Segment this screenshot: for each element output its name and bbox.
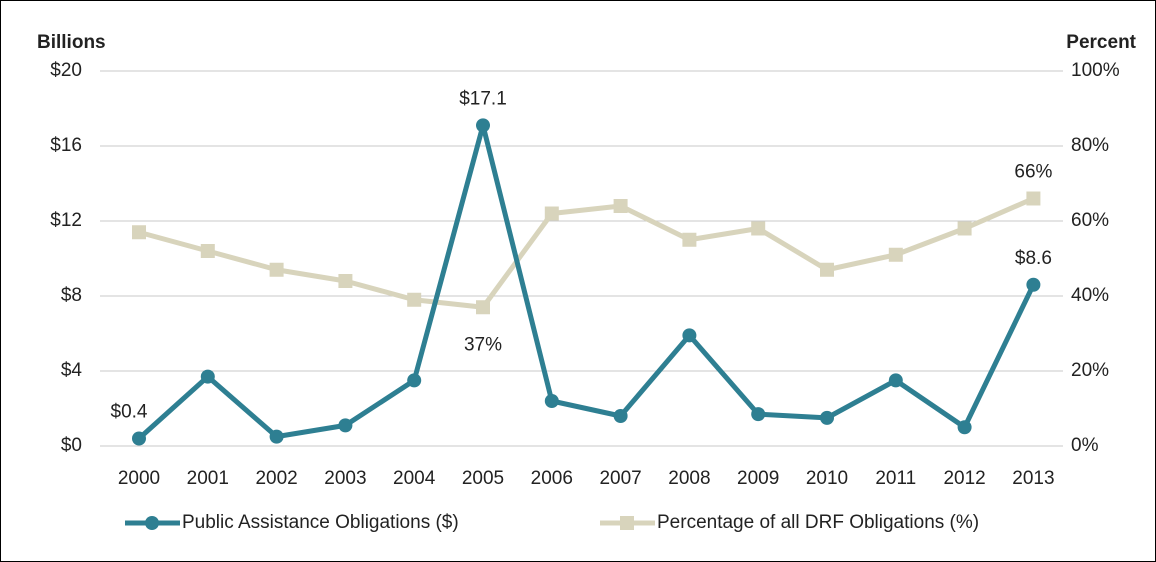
y-tick-label: $4 (61, 360, 83, 381)
point (338, 274, 353, 288)
x-tick-label: 2004 (393, 468, 436, 489)
point (1026, 191, 1041, 206)
y-tick-label: $12 (50, 210, 82, 231)
x-tick-label: 2011 (875, 468, 916, 489)
y-tick-label: $0 (61, 435, 82, 456)
point (200, 244, 215, 258)
point (476, 300, 490, 315)
data-label: 66% (1014, 162, 1052, 183)
y2-tick-label: 0% (1071, 435, 1099, 456)
x-tick-label: 2000 (118, 468, 160, 489)
point (132, 225, 146, 240)
point (1026, 277, 1041, 292)
legend-label: Percentage of all DRF Obligations (%) (657, 512, 979, 533)
point (682, 328, 697, 343)
legend-marker (145, 516, 159, 530)
y2-tick-label: 40% (1071, 285, 1109, 306)
series-line (138, 196, 1035, 310)
point (338, 418, 353, 433)
data-label: $17.1 (459, 88, 507, 109)
y-tick-label: $20 (50, 60, 82, 81)
point (407, 292, 422, 307)
legend-label: Public Assistance Obligations ($) (182, 512, 459, 533)
data-label: $0.4 (111, 402, 148, 423)
series-line (137, 122, 1036, 441)
point (820, 262, 834, 277)
point (200, 369, 215, 384)
data-label: 37% (464, 334, 502, 355)
legend-marker (620, 516, 634, 530)
x-tick-label: 2008 (668, 468, 710, 489)
y-tick-label: $16 (50, 135, 82, 156)
x-tick-label: 2012 (943, 468, 985, 489)
x-tick-label: 2002 (255, 468, 297, 489)
y2-tick-label: 80% (1071, 135, 1109, 156)
y2-tick-label: 20% (1071, 360, 1109, 381)
point (957, 420, 972, 435)
point (132, 431, 146, 446)
point (544, 394, 559, 408)
y2-axis-label: Percent (1066, 32, 1136, 53)
x-tick-label: 2013 (1012, 468, 1054, 489)
point (820, 410, 834, 425)
x-tick-label: 2001 (187, 468, 229, 489)
x-tick-label: 2007 (599, 468, 641, 489)
x-tick-label: 2003 (324, 468, 366, 489)
x-tick-label: 2005 (462, 468, 504, 489)
y2-tick-label: 60% (1071, 210, 1109, 231)
point (957, 221, 972, 236)
y-axis-label: Billions (37, 32, 106, 53)
point (682, 232, 697, 247)
point (751, 407, 766, 422)
point (407, 373, 422, 388)
point (476, 118, 490, 133)
point (888, 373, 903, 388)
x-tick-label: 2006 (531, 468, 573, 489)
point (269, 262, 284, 277)
y2-tick-label: 100% (1071, 60, 1120, 81)
point (888, 247, 903, 262)
y-tick-label: $8 (61, 285, 82, 306)
x-tick-label: 2009 (737, 468, 779, 489)
x-tick-label: 2010 (806, 468, 848, 489)
point (613, 409, 628, 423)
point (751, 221, 766, 236)
point (269, 429, 284, 444)
data-label: $8.6 (1015, 248, 1052, 269)
point (544, 206, 559, 221)
point (613, 199, 628, 213)
